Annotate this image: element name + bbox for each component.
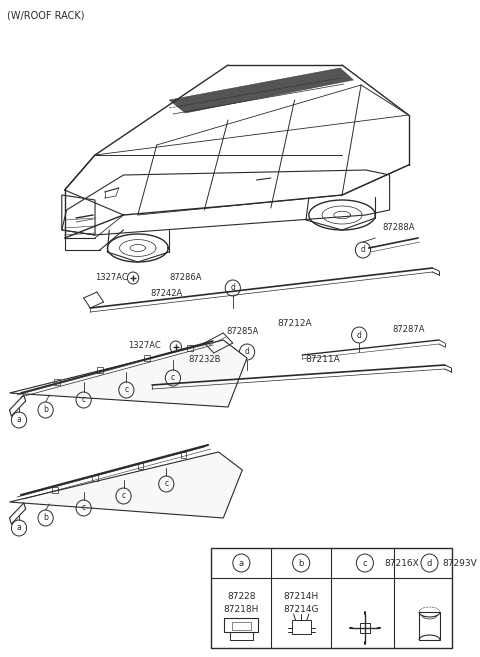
Polygon shape	[10, 452, 242, 518]
Polygon shape	[62, 170, 390, 235]
Text: 87216X: 87216X	[385, 558, 420, 568]
Text: c: c	[124, 386, 129, 394]
Text: c: c	[82, 503, 86, 512]
Bar	[360, 623, 370, 633]
Bar	[187, 345, 193, 351]
Polygon shape	[10, 340, 247, 407]
Text: (W/ROOF RACK): (W/ROOF RACK)	[7, 10, 84, 20]
Text: 87288A: 87288A	[383, 223, 415, 233]
Text: 87242A: 87242A	[150, 288, 182, 298]
Text: d: d	[230, 284, 235, 292]
Text: 87286A: 87286A	[169, 273, 202, 283]
Bar	[52, 487, 58, 493]
Text: 87228
87218H: 87228 87218H	[224, 592, 259, 614]
Text: 87232B: 87232B	[188, 355, 220, 365]
Bar	[97, 367, 103, 373]
Text: b: b	[43, 514, 48, 522]
Bar	[232, 622, 251, 630]
Bar	[211, 548, 452, 648]
Text: 87285A: 87285A	[226, 327, 259, 336]
Bar	[54, 379, 60, 385]
Text: d: d	[427, 558, 432, 568]
Text: 87211A: 87211A	[306, 355, 340, 365]
Text: c: c	[171, 373, 175, 382]
Bar	[180, 452, 186, 458]
Text: d: d	[245, 348, 250, 357]
Text: 87293V: 87293V	[443, 558, 478, 568]
Text: d: d	[360, 246, 365, 254]
Bar	[419, 612, 440, 640]
Text: a: a	[17, 415, 22, 424]
Bar	[292, 620, 311, 634]
Text: c: c	[164, 480, 168, 489]
Text: b: b	[43, 405, 48, 415]
Bar	[224, 618, 258, 632]
Polygon shape	[169, 68, 353, 113]
Text: d: d	[357, 330, 361, 340]
Text: 87214H
87214G: 87214H 87214G	[284, 592, 319, 614]
Bar	[92, 475, 98, 481]
Text: c: c	[121, 491, 126, 501]
Text: b: b	[299, 558, 304, 568]
Text: 1327AC: 1327AC	[128, 340, 161, 350]
Text: a: a	[17, 524, 22, 533]
Bar	[138, 463, 144, 469]
Text: 87287A: 87287A	[392, 325, 425, 334]
Bar	[144, 355, 150, 361]
Text: c: c	[362, 558, 367, 568]
Text: 87212A: 87212A	[277, 319, 312, 327]
Text: c: c	[82, 396, 86, 405]
Text: a: a	[239, 558, 244, 568]
Text: 1327AC: 1327AC	[95, 273, 128, 283]
